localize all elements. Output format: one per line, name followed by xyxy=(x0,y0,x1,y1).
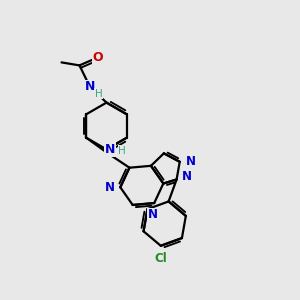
Text: N: N xyxy=(186,155,196,168)
Text: O: O xyxy=(93,51,104,64)
Text: N: N xyxy=(105,181,115,194)
Text: H: H xyxy=(94,88,102,99)
Text: N: N xyxy=(85,80,95,94)
Text: Cl: Cl xyxy=(154,252,167,266)
Text: H: H xyxy=(118,146,126,156)
Text: N: N xyxy=(182,170,192,183)
Text: N: N xyxy=(148,208,158,221)
Text: N: N xyxy=(105,143,115,156)
